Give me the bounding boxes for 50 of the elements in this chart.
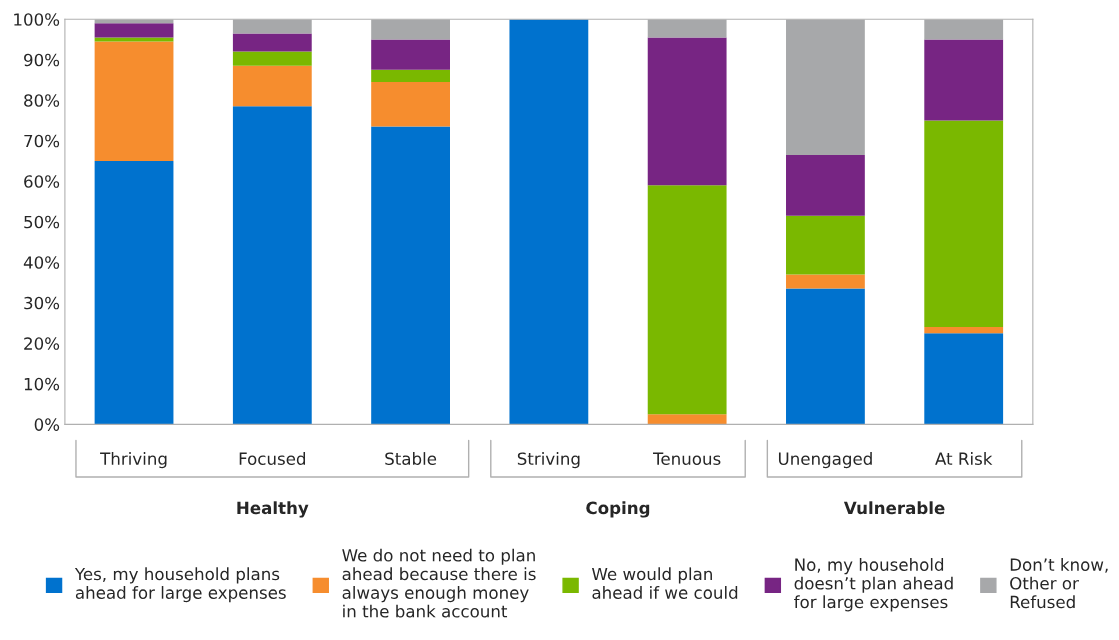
legend-label: Don’t know, Other or Refused (1010, 558, 1108, 609)
bar (371, 81, 450, 127)
bar (647, 414, 727, 425)
x-tick-label: Unengaged (778, 452, 872, 469)
bar (924, 327, 1004, 334)
y-tick-label: 100% (14, 13, 60, 26)
bar (371, 39, 450, 70)
x-tick-label: Striving (517, 452, 580, 469)
bar (647, 37, 727, 186)
bar (94, 41, 174, 161)
bar (786, 154, 865, 216)
bar (94, 160, 174, 425)
y-tick-label: 20% (24, 337, 60, 350)
text: Healthy (237, 501, 309, 518)
text: Coping (586, 501, 650, 518)
y-tick-label: 90% (24, 53, 60, 67)
bar (509, 19, 589, 425)
x-tick-label: Stable (385, 452, 437, 465)
bar (232, 106, 312, 425)
y-tick-label: 60% (24, 175, 60, 188)
x-tick-label: Thriving (100, 452, 167, 469)
legend-label: Yes, my household plans ahead for large expenses (74, 567, 286, 603)
legend-label: We would plan ahead if we could (592, 567, 738, 599)
bar (94, 37, 174, 42)
bar (786, 215, 865, 275)
bar (786, 288, 865, 425)
y-tick-label: 10% (24, 377, 60, 391)
legend-label: We do not need to plan ahead because there is always enough money in the bank account (342, 548, 536, 618)
bar (94, 23, 174, 38)
legend-label: No, my household doesn’t plan ahead for large expenses (794, 558, 953, 612)
bar (647, 185, 727, 415)
bar (924, 120, 1004, 328)
bar (924, 333, 1004, 425)
bar (924, 39, 1004, 121)
y-tick-label: 0% (34, 418, 60, 431)
bar (371, 126, 450, 425)
bar (371, 69, 450, 82)
text: Vulnerable (843, 501, 945, 515)
x-tick-label: Tenuous (653, 452, 721, 465)
bar (232, 33, 312, 52)
x-tick-label: Focused (239, 452, 306, 465)
y-tick-label: 50% (24, 215, 60, 229)
y-tick-label: 70% (24, 134, 60, 148)
x-tick-label: At Risk (935, 452, 993, 465)
bar (232, 51, 312, 66)
bar (232, 65, 312, 107)
y-tick-label: 40% (23, 256, 60, 269)
bar (786, 274, 865, 289)
y-tick-label: 30% (24, 296, 60, 310)
y-tick-label: 80% (24, 94, 60, 107)
